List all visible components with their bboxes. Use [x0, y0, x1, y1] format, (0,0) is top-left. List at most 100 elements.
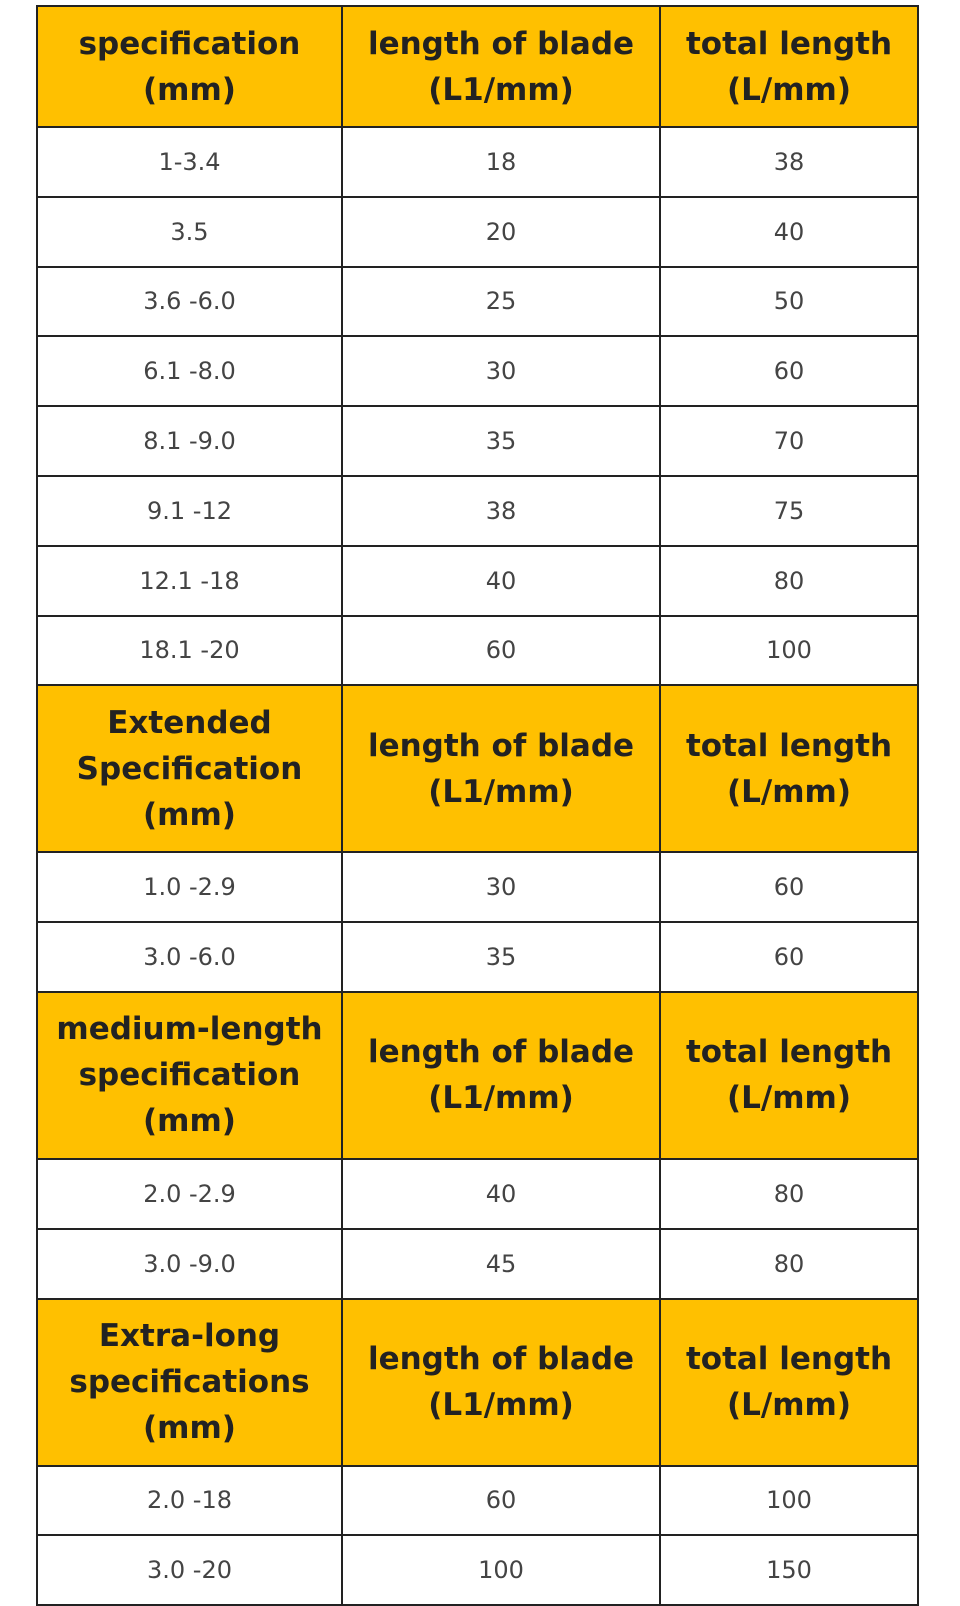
header-text: Specification	[76, 750, 303, 787]
data-cell: 3.6 -6.0	[38, 267, 343, 338]
header-text: (L/mm)	[726, 1080, 851, 1117]
data-cell: 75	[661, 476, 919, 547]
data-cell: 45	[343, 1229, 661, 1300]
data-row: 2.0 -2.9 40 80	[38, 1159, 919, 1230]
data-cell: 30	[343, 853, 661, 924]
header-text: total length	[685, 25, 893, 62]
header-cell: length of blade (L1/mm)	[343, 1299, 661, 1467]
data-row: 3.0 -20 100 150	[38, 1536, 919, 1606]
data-row: 3.5 20 40	[38, 197, 919, 268]
data-cell: 3.5	[38, 197, 343, 268]
header-text: specification	[78, 1057, 301, 1094]
data-cell: 80	[661, 1159, 919, 1230]
data-row: 9.1 -12 38 75	[38, 476, 919, 547]
header-text: (mm)	[143, 1103, 236, 1140]
header-cell: Extended Specification (mm)	[38, 686, 343, 854]
header-text: (mm)	[143, 796, 236, 833]
data-cell: 38	[343, 476, 661, 547]
data-row: 18.1 -20 60 100	[38, 616, 919, 687]
header-text: medium-length	[56, 1011, 323, 1048]
data-cell: 60	[343, 1466, 661, 1537]
data-cell: 60	[343, 616, 661, 687]
header-text: total length	[685, 727, 893, 764]
header-row: specification (mm) length of blade (L1/mm) t…	[38, 7, 919, 128]
header-cell: length of blade (L1/mm)	[343, 686, 661, 854]
header-text: (L/mm)	[726, 1387, 851, 1424]
data-cell: 3.0 -9.0	[38, 1229, 343, 1300]
data-cell: 80	[661, 1229, 919, 1300]
header-row: Extra-long specifications (mm) length of bl…	[38, 1299, 919, 1467]
data-cell: 18.1 -20	[38, 616, 343, 687]
header-text: Extra-long	[98, 1318, 281, 1355]
data-cell: 3.0 -6.0	[38, 923, 343, 993]
header-text: Extended	[107, 704, 272, 741]
data-cell: 40	[343, 546, 661, 617]
data-cell: 2.0 -18	[38, 1466, 343, 1537]
data-cell: 35	[343, 923, 661, 993]
header-text: (L1/mm)	[428, 1080, 574, 1117]
data-cell: 38	[661, 128, 919, 198]
data-cell: 3.0 -20	[38, 1536, 343, 1606]
data-cell: 30	[343, 337, 661, 408]
data-cell: 1.0 -2.9	[38, 853, 343, 924]
header-text: length of blade	[367, 727, 635, 764]
data-cell: 9.1 -12	[38, 476, 343, 547]
data-cell: 80	[661, 546, 919, 617]
data-cell: 60	[661, 853, 919, 924]
data-row: 6.1 -8.0 30 60	[38, 337, 919, 408]
header-cell: total length (L/mm)	[661, 992, 919, 1160]
header-cell: length of blade (L1/mm)	[343, 992, 661, 1160]
data-cell: 6.1 -8.0	[38, 337, 343, 408]
header-text: specification	[78, 25, 301, 62]
data-cell: 70	[661, 407, 919, 477]
data-cell: 60	[661, 923, 919, 993]
data-cell: 40	[343, 1159, 661, 1230]
data-row: 3.0 -9.0 45 80	[38, 1229, 919, 1300]
header-text: total length	[685, 1034, 893, 1071]
header-cell: total length (L/mm)	[661, 686, 919, 854]
header-row: Extended Specification (mm) length of blade…	[38, 686, 919, 854]
data-row: 3.6 -6.0 25 50	[38, 267, 919, 338]
header-cell: length of blade (L1/mm)	[343, 7, 661, 128]
data-row: 1-3.4 18 38	[38, 128, 919, 198]
header-text: (L1/mm)	[428, 773, 574, 810]
data-cell: 50	[661, 267, 919, 338]
data-cell: 60	[661, 337, 919, 408]
data-row: 12.1 -18 40 80	[38, 546, 919, 617]
header-cell: Extra-long specifications (mm)	[38, 1299, 343, 1467]
data-cell: 100	[661, 616, 919, 687]
data-row: 2.0 -18 60 100	[38, 1466, 919, 1537]
header-text: (mm)	[143, 71, 236, 108]
data-cell: 20	[343, 197, 661, 268]
data-cell: 100	[343, 1536, 661, 1606]
header-cell: specification (mm)	[38, 7, 343, 128]
header-text: length of blade	[367, 1034, 635, 1071]
header-text: specifications	[69, 1364, 310, 1401]
header-text: (L1/mm)	[428, 1387, 574, 1424]
header-cell: medium-length specification (mm)	[38, 992, 343, 1160]
header-text: (L1/mm)	[428, 71, 574, 108]
data-row: 3.0 -6.0 35 60	[38, 923, 919, 993]
header-row: medium-length specification (mm) length of …	[38, 992, 919, 1160]
header-text: length of blade	[367, 1341, 635, 1378]
data-cell: 150	[661, 1536, 919, 1606]
data-cell: 18	[343, 128, 661, 198]
header-cell: total length (L/mm)	[661, 7, 919, 128]
header-text: total length	[685, 1341, 893, 1378]
data-row: 1.0 -2.9 30 60	[38, 853, 919, 924]
data-cell: 1-3.4	[38, 128, 343, 198]
header-text: (mm)	[143, 1410, 236, 1447]
data-cell: 35	[343, 407, 661, 477]
data-row: 8.1 -9.0 35 70	[38, 407, 919, 477]
header-cell: total length (L/mm)	[661, 1299, 919, 1467]
data-cell: 8.1 -9.0	[38, 407, 343, 477]
data-cell: 40	[661, 197, 919, 268]
data-cell: 2.0 -2.9	[38, 1159, 343, 1230]
header-text: (L/mm)	[726, 71, 851, 108]
header-text: length of blade	[367, 25, 635, 62]
data-cell: 25	[343, 267, 661, 338]
data-cell: 100	[661, 1466, 919, 1537]
header-text: (L/mm)	[726, 773, 851, 810]
data-cell: 12.1 -18	[38, 546, 343, 617]
